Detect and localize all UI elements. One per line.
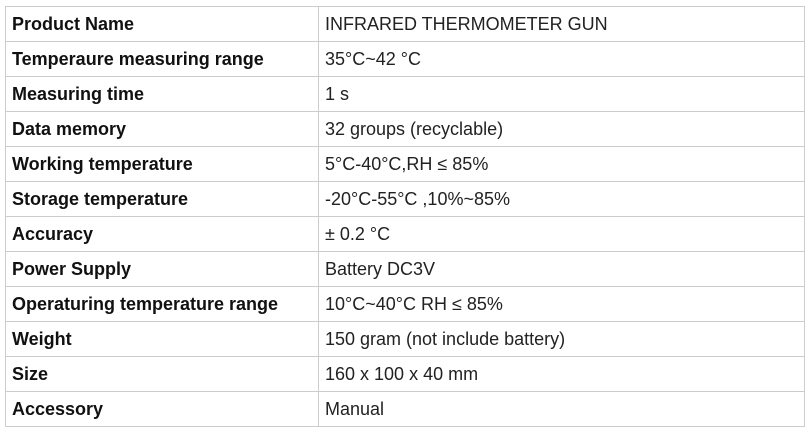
- spec-value: 10°C~40°C RH ≤ 85%: [318, 286, 805, 322]
- spec-value: INFRARED THERMOMETER GUN: [318, 6, 805, 42]
- spec-label: Product Name: [5, 6, 319, 42]
- table-row: Measuring time 1 s: [5, 76, 805, 112]
- table-row: Storage temperature -20°C-55°C ,10%~85%: [5, 181, 805, 217]
- spec-label: Power Supply: [5, 251, 319, 287]
- table-row: Working temperature 5°C-40°C,RH ≤ 85%: [5, 146, 805, 182]
- table-row: Size 160 x 100 x 40 mm: [5, 356, 805, 392]
- spec-label: Accessory: [5, 391, 319, 427]
- table-row: Product Name INFRARED THERMOMETER GUN: [5, 6, 805, 42]
- spec-label: Working temperature: [5, 146, 319, 182]
- spec-label: Measuring time: [5, 76, 319, 112]
- spec-label: Size: [5, 356, 319, 392]
- table-row: Accuracy ± 0.2 °C: [5, 216, 805, 252]
- table-row: Accessory Manual: [5, 391, 805, 427]
- spec-value: 150 gram (not include battery): [318, 321, 805, 357]
- spec-value: 35°C~42 °C: [318, 41, 805, 77]
- spec-label: Weight: [5, 321, 319, 357]
- table-row: Operaturing temperature range 10°C~40°C R…: [5, 286, 805, 322]
- spec-label: Storage temperature: [5, 181, 319, 217]
- spec-value: 160 x 100 x 40 mm: [318, 356, 805, 392]
- spec-value: Battery DC3V: [318, 251, 805, 287]
- table-row: Temperaure measuring range 35°C~42 °C: [5, 41, 805, 77]
- spec-value: 1 s: [318, 76, 805, 112]
- spec-value: Manual: [318, 391, 805, 427]
- table-row: Weight 150 gram (not include battery): [5, 321, 805, 357]
- spec-label: Data memory: [5, 111, 319, 147]
- spec-value: -20°C-55°C ,10%~85%: [318, 181, 805, 217]
- spec-value: ± 0.2 °C: [318, 216, 805, 252]
- spec-table: Product Name INFRARED THERMOMETER GUN Temp…: [5, 6, 805, 427]
- spec-label: Accuracy: [5, 216, 319, 252]
- spec-label: Temperaure measuring range: [5, 41, 319, 77]
- spec-label: Operaturing temperature range: [5, 286, 319, 322]
- spec-value: 32 groups (recyclable): [318, 111, 805, 147]
- spec-value: 5°C-40°C,RH ≤ 85%: [318, 146, 805, 182]
- table-row: Power Supply Battery DC3V: [5, 251, 805, 287]
- table-row: Data memory 32 groups (recyclable): [5, 111, 805, 147]
